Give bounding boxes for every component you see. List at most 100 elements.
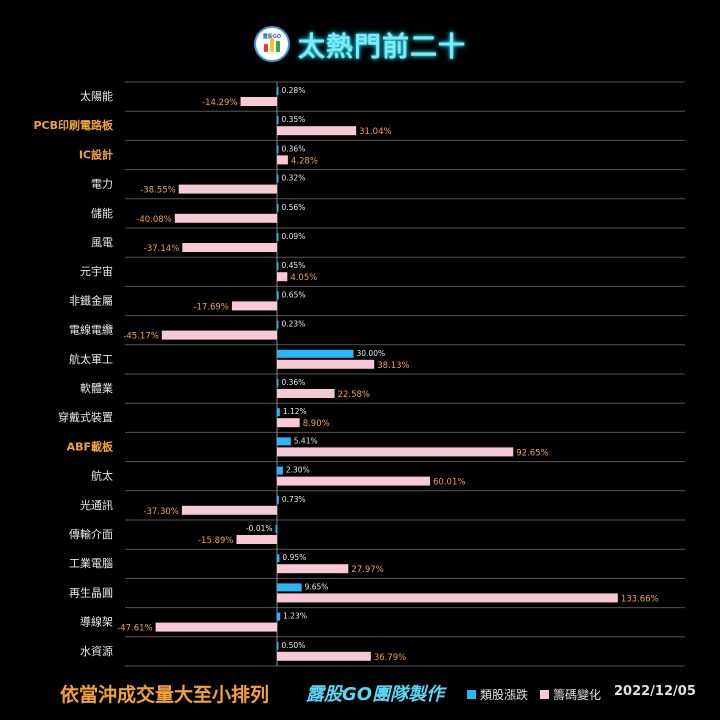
category-label: IC設計 [79,147,113,161]
bar-chip-change [178,184,277,194]
bar-chip-change [181,505,277,515]
legend-item-chip: 籌碼變化 [540,686,601,703]
value-label-sector: 9.65% [305,582,329,591]
value-label-chip: -40.08% [136,215,171,225]
category-labels: 太陽能 PCB印刷電路板 IC設計電力儲能風電元宇宙非鐵金屬電線電纜航太軍工軟體業穿… [33,89,114,658]
category-label: 導線架 [80,615,113,629]
value-label-sector: 0.65% [282,290,306,299]
bar-sector-change [275,525,277,533]
category-label: 風電 [91,236,113,249]
bar-chip-change [277,359,375,369]
category-label: 傳輸介面 [69,527,113,541]
bar-sector-change [277,174,279,183]
bar-chip-change [174,213,277,223]
value-label-chip: 27.97% [351,565,383,575]
legend-swatch-chip [540,690,549,699]
chart-title: 太熱門前二十 [298,31,466,63]
bar-chip-change [231,301,277,311]
logo-text: 露股GO [262,34,282,40]
category-label: 水資源 [80,644,113,658]
report-date: 2022/12/05 [614,684,696,699]
bar-sector-change [277,583,302,592]
bar-chip-change [161,330,277,340]
legend-label-chip: 籌碼變化 [553,688,602,702]
bar-sector-change [277,379,279,387]
category-label: 再生晶圓 [69,585,113,599]
team-credit: 露股GO團隊製作 [306,684,445,705]
value-label-sector: 5.41% [294,436,318,445]
category-label: 航太 [91,469,113,483]
bar-sector-change [277,437,291,446]
bar-chip-change [155,622,277,632]
value-label-sector: 1.12% [283,407,307,416]
value-label-chip: -15.89% [198,536,233,546]
bar-chip-change [277,651,371,661]
value-label-chip: 36.79% [374,653,406,663]
category-label: 儲能 [91,206,113,220]
value-label-chip: 4.28% [291,156,318,166]
value-label-sector: 1.23% [283,612,307,621]
category-label: 太陽能 [80,89,113,103]
value-label-sector: 0.45% [282,261,306,270]
category-label: 非鐵金屬 [69,293,113,307]
bar-sector-change [277,233,279,241]
bar-sector-change [277,203,279,212]
bar-sector-change [277,495,279,504]
brand-logo: 露股GO [254,26,290,62]
category-label: 光通訊 [80,498,113,512]
value-label-chip: 31.04% [359,127,391,137]
category-label: 元宇宙 [80,264,113,278]
value-label-chip: 8.90% [303,419,330,429]
value-label-chip: 92.65% [516,448,548,458]
value-label-chip: 60.01% [433,478,465,488]
value-label-sector: 0.36% [282,378,306,387]
legend-label-sector: 類股漲跌 [480,688,529,702]
title-area: 露股GO 太熱門前二十 [0,22,720,66]
value-label-sector: -0.01% [246,524,273,533]
value-label-chip: 38.13% [377,361,409,371]
category-label: PCB印刷電路板 [33,118,114,132]
value-label-chip: -45.17% [123,332,158,342]
value-label-chip: -17.69% [193,302,228,312]
bar-sector-change [277,291,279,300]
category-label: 穿戴式裝置 [58,410,113,424]
value-label-chip: 133.66% [621,594,659,604]
value-label-sector: 0.50% [282,641,306,650]
sort-note: 依當沖成交量大至小排列 [60,684,270,706]
category-label: ABF載板 [67,439,114,453]
bar-sector-change [277,466,283,475]
value-label-sector: 0.28% [282,86,306,95]
bar-chip-change [182,243,277,252]
bar-sector-change [277,320,279,329]
bar-sector-change [277,554,280,563]
bar-chip-change [277,476,431,486]
category-label: 電線電纜 [69,323,113,337]
bar-chip-change [277,155,288,165]
value-label-sector: 0.73% [282,495,306,504]
legend-item-sector: 類股漲跌 [467,686,528,703]
grid-lines [125,81,685,667]
bar-sector-change [277,145,279,154]
category-label: 電力 [91,178,113,191]
value-label-chip: -14.29% [202,98,237,108]
bar-chip-change [277,418,300,428]
bar-sector-change [277,87,279,95]
value-label-chip: -37.14% [144,244,179,254]
value-label-chip: -37.30% [143,507,178,517]
value-label-sector: 2.30% [286,466,310,475]
value-label-sector: 0.09% [282,232,306,241]
bar-value-labels: 0.28% -14.29% 0.35% 31.04% 0.36% 4.28% 0.32% -3… [117,86,659,663]
value-label-sector: 0.32% [282,174,306,183]
value-label-sector: 0.35% [282,115,306,124]
value-label-chip: 4.05% [290,273,317,283]
bar-chip-change [277,447,514,457]
value-label-sector: 0.23% [282,320,306,329]
legend-swatch-sector [467,690,476,699]
category-label: 航太軍工 [69,352,113,366]
bar-chip-change [277,389,335,398]
bar-chip-change [240,97,277,106]
bar-chip-change [277,272,288,282]
value-label-chip: -47.61% [117,624,152,634]
value-label-sector: 30.00% [357,349,386,358]
